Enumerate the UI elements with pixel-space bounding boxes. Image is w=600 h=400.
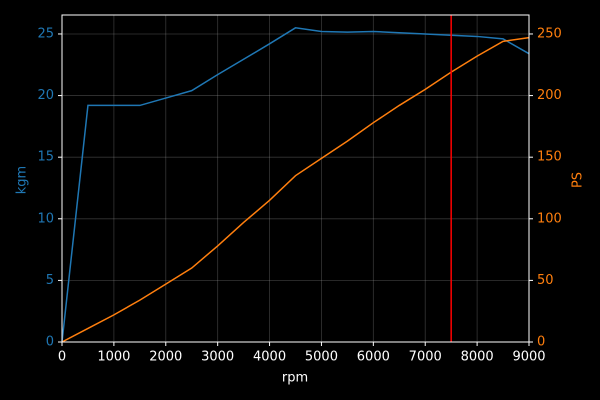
y-tick-label: 0 — [46, 335, 54, 350]
x-tick-label: 0 — [58, 350, 66, 365]
x-tick-label: 7000 — [409, 350, 442, 365]
y-tick-label: 15 — [37, 150, 54, 165]
plot-frame — [61, 14, 530, 343]
x-tick-label: 6000 — [357, 350, 390, 365]
x-tick-label: 3000 — [201, 350, 234, 365]
x-tick-label: 9000 — [512, 350, 545, 365]
y-tick-label: 10 — [37, 211, 54, 226]
y2-tick-label: 100 — [537, 211, 562, 226]
y-tick-label: 5 — [46, 273, 54, 288]
x-tick-label: 1000 — [97, 350, 130, 365]
series-line — [61, 36, 530, 343]
x-tick-label: 2000 — [149, 350, 182, 365]
x-tick-label: 4000 — [253, 350, 286, 365]
y2-tick-label: 50 — [537, 273, 554, 288]
y2-axis-label: PS — [571, 172, 586, 188]
y-tick-label: 25 — [37, 26, 54, 41]
x-tick-label: 8000 — [461, 350, 494, 365]
y2-tick-label: 150 — [537, 150, 562, 165]
y-axis-label: kgm — [15, 166, 30, 194]
y2-tick-label: 250 — [537, 26, 562, 41]
series-line — [61, 27, 530, 343]
x-tick-label: 5000 — [305, 350, 338, 365]
y2-tick-label: 200 — [537, 88, 562, 103]
y-tick-label: 20 — [37, 88, 54, 103]
y2-tick-label: 0 — [537, 335, 545, 350]
x-axis-label: rpm — [282, 371, 308, 386]
